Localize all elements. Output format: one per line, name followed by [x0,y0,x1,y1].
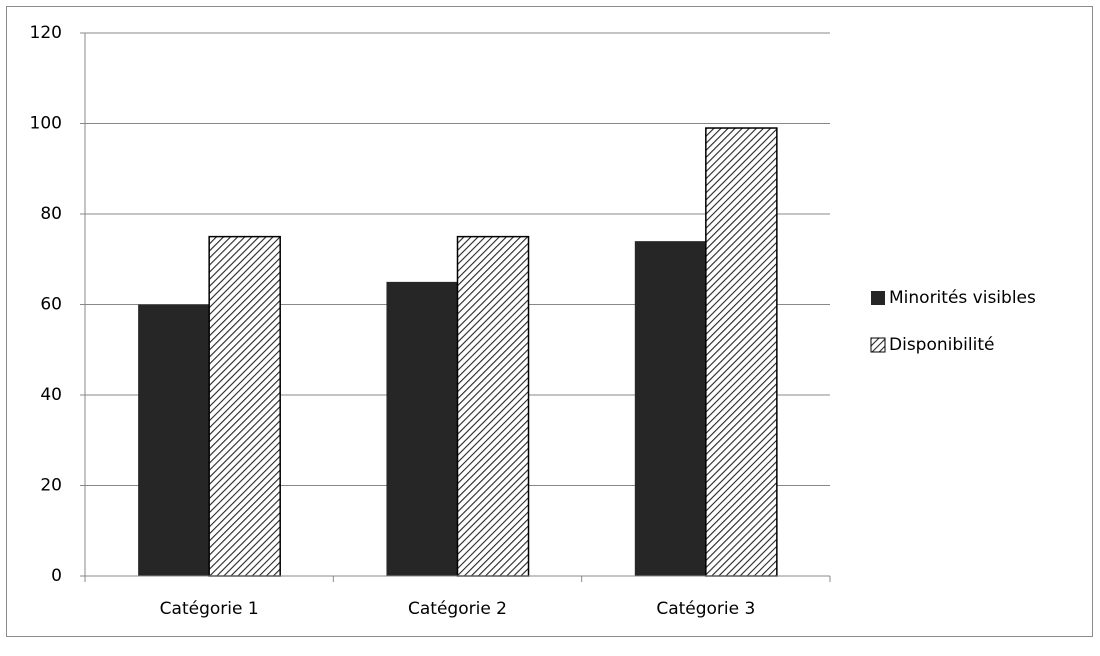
legend-label: Minorités visibles [889,288,1036,308]
bar [705,127,778,577]
bar [386,281,458,576]
legend-swatch [871,291,885,305]
y-tick-label: 60 [40,295,62,315]
legend-label: Disponibilité [889,335,994,355]
y-tick-label: 100 [30,114,62,134]
legend-swatch [870,337,886,353]
y-tick-label: 80 [40,204,62,224]
x-tick-label: Catégorie 3 [656,599,755,619]
bar [208,235,281,577]
bar [456,235,530,577]
y-tick-label: 0 [51,566,62,586]
x-tick-label: Catégorie 1 [160,599,259,619]
y-tick-label: 120 [30,23,62,43]
bar [634,241,706,576]
x-tick-label: Catégorie 2 [408,599,507,619]
y-tick-label: 20 [40,476,62,496]
y-tick-label: 40 [40,385,62,405]
bar [138,304,210,576]
